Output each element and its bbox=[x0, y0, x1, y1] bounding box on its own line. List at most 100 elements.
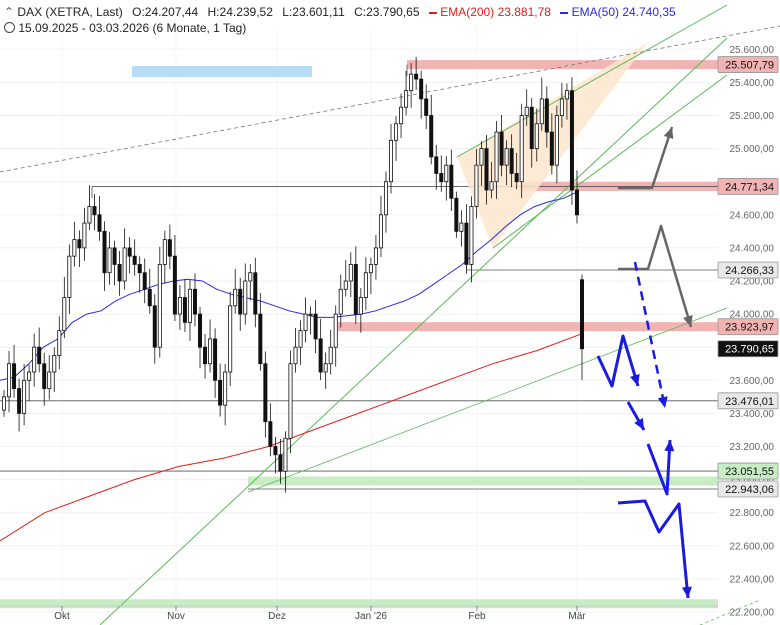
collapse-icon[interactable]: ⌃ bbox=[4, 5, 15, 19]
candlesticks bbox=[2, 56, 585, 493]
candle-body bbox=[47, 371, 52, 389]
x-tick-label: Nov bbox=[167, 611, 185, 622]
price-tag-box bbox=[717, 178, 779, 195]
candle-body bbox=[147, 288, 152, 307]
y-tick-label: 24.600,00 bbox=[730, 210, 775, 221]
candle-body bbox=[152, 305, 157, 348]
candle-body bbox=[278, 454, 283, 472]
candle-body bbox=[469, 206, 474, 265]
grey-down-projection bbox=[618, 224, 693, 328]
candle-body bbox=[454, 197, 459, 232]
clock-icon bbox=[4, 22, 15, 33]
price-tag-box bbox=[717, 462, 779, 480]
candle-body bbox=[514, 173, 519, 183]
candle-body bbox=[544, 98, 549, 133]
blue-final-projection bbox=[617, 499, 690, 599]
y-tick-label: 22.200,00 bbox=[730, 608, 775, 619]
candle-body bbox=[208, 338, 213, 365]
x-tick-label: Feb bbox=[468, 611, 486, 622]
horizontal-levels bbox=[0, 64, 718, 490]
y-tick-label: 25.600,00 bbox=[730, 45, 775, 56]
blue-projection-start-head bbox=[630, 374, 640, 386]
candle-body bbox=[258, 313, 263, 365]
candle-body bbox=[117, 264, 122, 282]
y-tick-label: 24.000,00 bbox=[730, 310, 775, 321]
price-tag-box bbox=[717, 56, 779, 73]
candle-body bbox=[459, 222, 464, 232]
candle-body bbox=[42, 363, 47, 389]
candle-body bbox=[373, 247, 378, 265]
blue-rebound-projection bbox=[646, 439, 672, 496]
ema50-line bbox=[0, 191, 579, 381]
candle-body bbox=[318, 338, 323, 373]
candle-body bbox=[137, 264, 142, 274]
x-tick-label: Mär bbox=[568, 611, 586, 622]
ema200-value: 23.881,78 bbox=[497, 5, 551, 19]
candle-body bbox=[539, 98, 544, 125]
candle-body bbox=[17, 388, 22, 414]
y-tick-label: 23.400,00 bbox=[730, 409, 775, 420]
candle-body bbox=[182, 297, 187, 323]
candle-body bbox=[323, 363, 328, 373]
price-zones bbox=[0, 60, 718, 609]
candle-body bbox=[107, 247, 112, 274]
candle-body bbox=[529, 106, 534, 149]
candle-body bbox=[253, 272, 258, 315]
ema200-label: EMA(200) bbox=[440, 5, 495, 19]
close-value: 23.790,65 bbox=[366, 5, 420, 19]
candle-body bbox=[313, 313, 318, 340]
resistance-zone-23924 bbox=[338, 322, 718, 332]
price-tag: 25.507,79 bbox=[725, 60, 774, 72]
candle-body bbox=[112, 247, 117, 265]
candle-body bbox=[499, 131, 504, 166]
blue-down-segment-head bbox=[634, 417, 644, 430]
candle-body bbox=[273, 446, 278, 456]
candle-body bbox=[233, 288, 238, 307]
x-axis: Okt Nov Dez Jan '26 Feb Mär bbox=[0, 605, 718, 622]
symbol-label: DAX (XETRA, Last) bbox=[17, 5, 123, 19]
y-tick-label: 25.400,00 bbox=[730, 78, 775, 89]
candle-body bbox=[92, 206, 97, 216]
y-tick-label: 25.000,00 bbox=[730, 144, 775, 155]
candle-body bbox=[67, 255, 72, 298]
candle-body bbox=[37, 346, 42, 365]
y-tick-label: 24.400,00 bbox=[730, 243, 775, 254]
candle-body bbox=[198, 313, 203, 348]
candle-body bbox=[293, 346, 298, 365]
candle-body bbox=[504, 148, 509, 166]
dashed-resistance-line bbox=[0, 25, 780, 173]
ema50-swatch bbox=[560, 11, 569, 14]
candle-body bbox=[389, 139, 394, 183]
candle-body bbox=[12, 363, 17, 389]
candle-body bbox=[298, 330, 303, 348]
lower-dashed-trend bbox=[699, 599, 761, 625]
candle-body bbox=[399, 106, 404, 125]
y-tick-label: 23.200,00 bbox=[730, 442, 775, 453]
price-tag-box bbox=[717, 261, 779, 279]
candle-body bbox=[368, 264, 373, 274]
candle-body bbox=[132, 255, 137, 265]
price-tag-box bbox=[717, 392, 779, 410]
candle-body bbox=[57, 330, 62, 356]
ema50-label: EMA(50) bbox=[571, 5, 619, 19]
candle-body bbox=[534, 123, 539, 150]
blue-dashed-projection-head bbox=[657, 396, 668, 408]
candle-body bbox=[439, 173, 444, 183]
candle-body bbox=[177, 297, 182, 315]
candle-body bbox=[263, 363, 268, 423]
candle-body bbox=[559, 98, 564, 116]
candle-body bbox=[574, 189, 579, 216]
candle-body bbox=[479, 148, 484, 166]
candle-body bbox=[394, 123, 399, 141]
chart-header-line2: 15.09.2025 - 03.03.2026 (6 Monate, 1 Tag… bbox=[4, 21, 246, 35]
period-detail: (6 Monate, 1 Tag) bbox=[152, 21, 247, 35]
grey-up-projection bbox=[618, 126, 674, 190]
candle-body bbox=[72, 239, 77, 257]
y-tick-label: 22.800,00 bbox=[730, 508, 775, 519]
candle-body bbox=[22, 379, 27, 414]
candle-body bbox=[333, 313, 338, 348]
candle-body bbox=[444, 164, 449, 183]
price-tag: 22.943,06 bbox=[725, 484, 774, 496]
grey-down-projection-head bbox=[683, 315, 693, 327]
